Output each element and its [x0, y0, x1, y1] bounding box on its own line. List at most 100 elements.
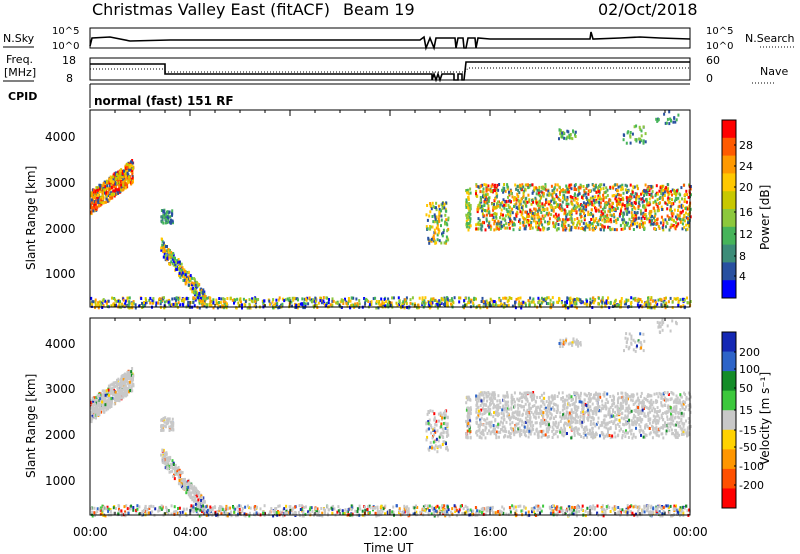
data-point	[487, 184, 490, 188]
data-point	[434, 422, 437, 426]
data-point	[172, 463, 175, 466]
data-point	[643, 226, 646, 230]
data-point	[430, 237, 433, 241]
data-point	[592, 224, 595, 228]
data-point	[483, 200, 486, 203]
data-point	[654, 199, 657, 203]
data-point	[606, 203, 608, 207]
data-point	[447, 304, 450, 308]
data-point	[447, 238, 450, 242]
date-label: 02/Oct/2018	[598, 0, 698, 19]
data-point	[197, 492, 200, 496]
data-point	[504, 296, 507, 300]
nave-tick-top: 60	[706, 54, 720, 67]
data-point	[347, 297, 350, 300]
data-point	[606, 215, 608, 219]
data-point	[175, 261, 178, 264]
data-point	[123, 386, 125, 390]
data-point	[167, 458, 170, 462]
data-point	[661, 196, 664, 200]
data-point	[522, 185, 525, 189]
data-point	[654, 219, 656, 222]
data-point	[527, 221, 530, 225]
data-point	[446, 416, 449, 420]
data-point	[506, 212, 509, 216]
data-point	[524, 183, 527, 187]
data-point	[604, 304, 607, 308]
data-point	[642, 215, 645, 219]
data-point	[278, 296, 281, 300]
data-point	[645, 303, 648, 307]
data-point	[91, 300, 94, 304]
data-point	[113, 194, 116, 198]
data-point	[566, 299, 568, 303]
data-point	[640, 197, 643, 201]
data-point	[624, 207, 627, 211]
data-point	[542, 204, 545, 208]
data-point	[311, 300, 314, 304]
data-point	[163, 247, 166, 251]
data-point	[427, 447, 430, 451]
data-point	[660, 188, 663, 192]
data-point	[124, 164, 127, 168]
data-point	[577, 219, 580, 223]
data-point	[546, 193, 549, 197]
data-point	[296, 306, 299, 310]
data-point	[589, 189, 592, 193]
data-point	[490, 430, 493, 434]
data-point	[585, 196, 588, 199]
data-point	[465, 200, 468, 204]
data-point	[105, 179, 108, 183]
freq-label-2: [MHz]	[4, 66, 36, 79]
data-point	[675, 221, 677, 225]
data-point	[104, 403, 107, 407]
data-point	[574, 414, 577, 418]
data-point	[579, 415, 582, 419]
data-point	[536, 228, 539, 232]
data-point	[102, 409, 105, 413]
data-point	[465, 435, 468, 439]
data-point	[451, 299, 454, 303]
data-point	[626, 199, 629, 202]
data-point	[575, 306, 578, 310]
data-point	[677, 222, 680, 226]
data-point	[165, 461, 168, 465]
data-point	[627, 196, 630, 200]
data-point	[409, 301, 412, 305]
data-point	[478, 218, 481, 222]
data-point	[448, 299, 451, 303]
data-point	[467, 213, 470, 217]
data-point	[127, 173, 130, 177]
data-point	[174, 463, 177, 467]
data-point	[576, 297, 578, 301]
data-point	[123, 374, 125, 378]
data-point	[565, 198, 568, 202]
data-point	[612, 399, 615, 403]
data-point	[170, 260, 173, 264]
data-point	[519, 199, 522, 203]
data-point	[588, 199, 591, 203]
data-point	[179, 303, 182, 307]
data-point	[435, 215, 438, 219]
data-point	[571, 219, 574, 223]
data-point	[96, 404, 99, 408]
data-point	[552, 208, 555, 212]
data-point	[570, 210, 573, 214]
data-point	[689, 187, 692, 191]
data-point	[479, 223, 482, 227]
data-point	[587, 213, 590, 217]
data-point	[170, 250, 173, 254]
data-point	[482, 190, 485, 194]
data-point	[531, 191, 534, 195]
data-point	[592, 396, 595, 400]
data-point	[468, 301, 471, 305]
data-point	[467, 296, 470, 300]
data-point	[635, 194, 638, 198]
data-point	[186, 278, 189, 281]
data-point	[635, 426, 637, 430]
data-point	[108, 396, 111, 400]
data-point	[432, 428, 435, 432]
data-point	[163, 306, 166, 310]
data-point	[126, 168, 129, 172]
data-point	[494, 183, 496, 187]
